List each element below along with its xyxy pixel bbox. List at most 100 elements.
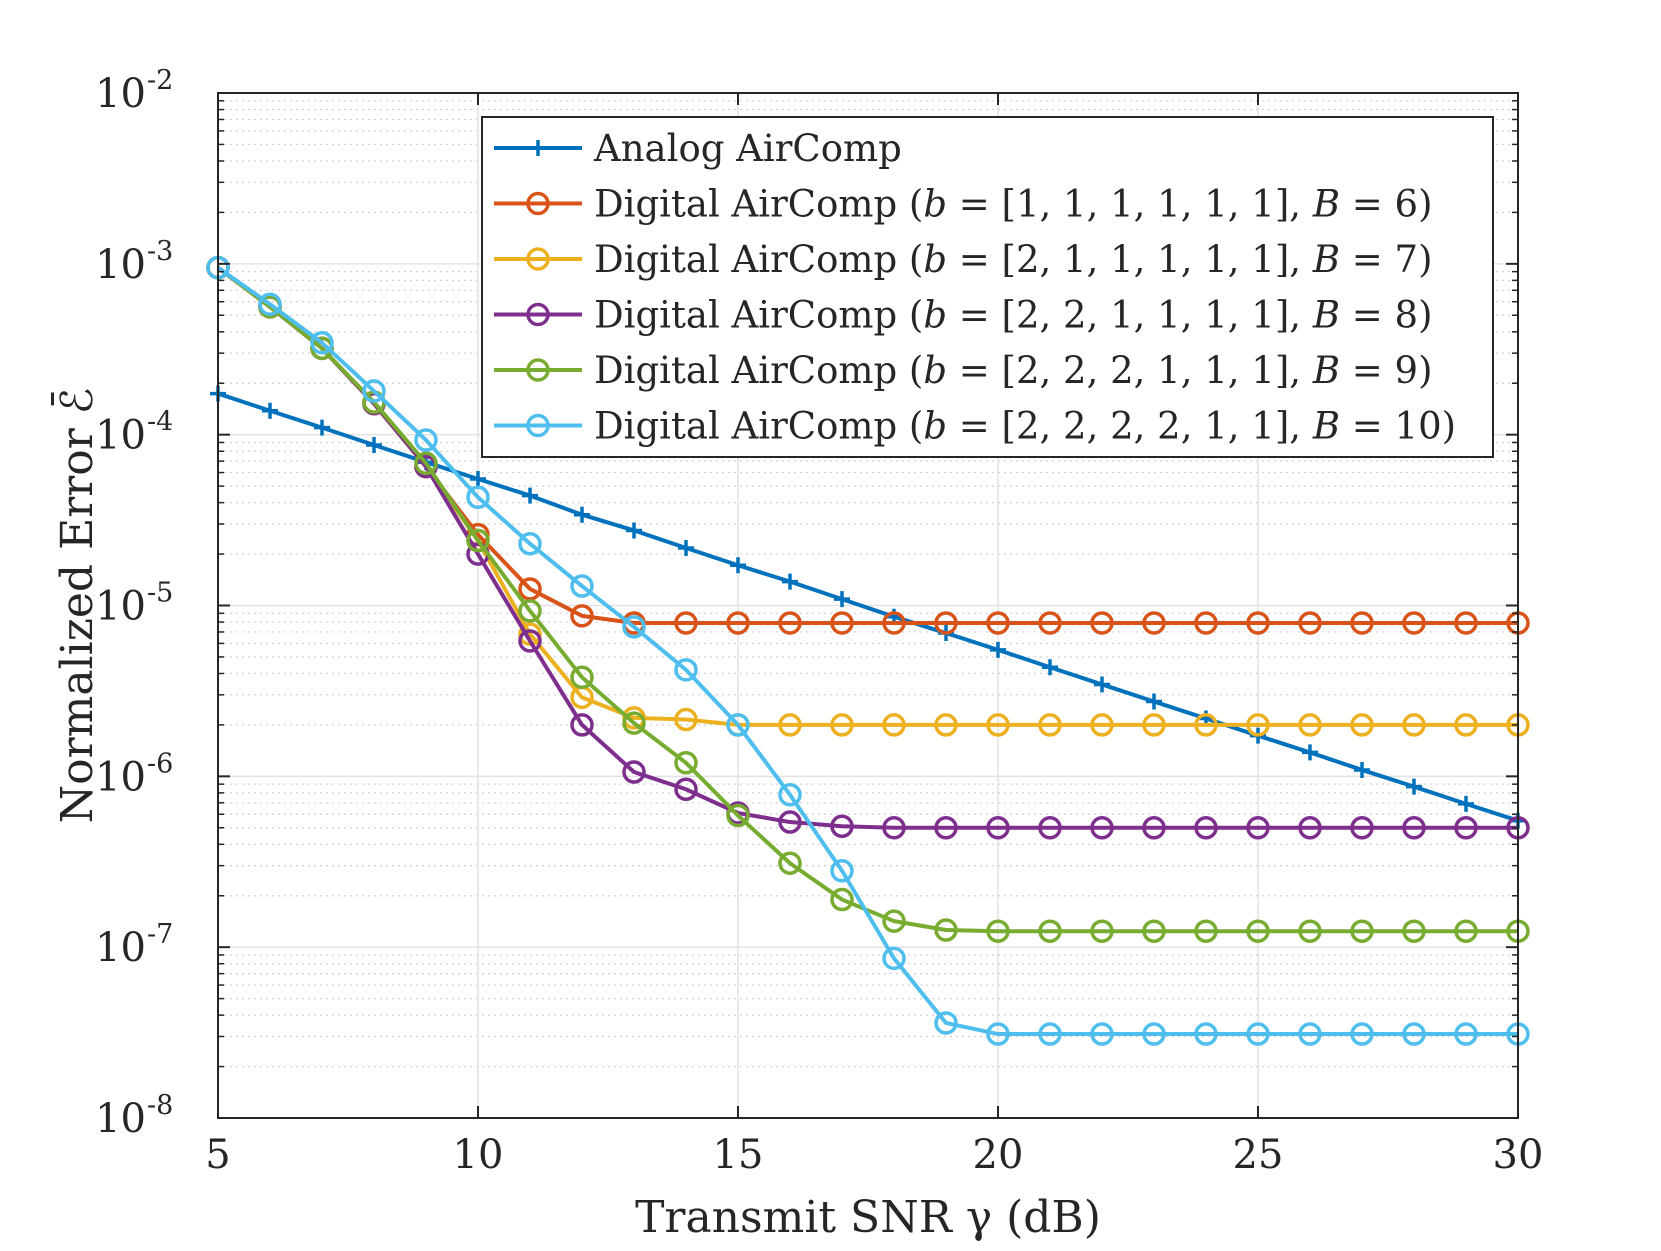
legend-marker [526,358,550,382]
legend-entry-3: Digital AirComp (b = [2, 1, 1, 1, 1, 1],… [494,238,1433,281]
data-point [362,379,386,403]
data-point [1454,919,1478,943]
data-point [986,713,1010,737]
data-point [414,428,438,452]
data-point [934,611,958,635]
data-point [1042,659,1058,676]
y-tick-exponent: -4 [147,407,173,438]
data-point [674,707,698,732]
y-tick-label: 10 [95,925,146,971]
data-point [882,816,906,840]
data-point [1142,816,1166,840]
data-point [1090,611,1114,635]
data-point [882,611,906,635]
data-point [570,574,594,598]
data-point [1350,611,1374,635]
data-point [1194,816,1218,840]
legend-marker [526,302,550,327]
data-point [1246,1022,1270,1046]
y-tick-label: 10 [95,1096,146,1142]
y-tick-label: 10 [95,242,146,288]
data-point [1146,693,1162,710]
data-point [1038,611,1062,635]
data-point [622,760,646,784]
data-point [1350,816,1374,840]
data-point [1142,919,1166,943]
data-point [1194,713,1218,737]
data-point [1454,816,1478,840]
data-point [882,909,906,933]
data-point [626,522,642,539]
data-point [1194,919,1218,943]
data-point [1038,816,1062,840]
x-tick-label: 5 [205,1132,230,1178]
legend-entry-2: Digital AirComp (b = [1, 1, 1, 1, 1, 1],… [494,183,1433,226]
data-point [1194,1022,1218,1046]
data-point [778,611,802,635]
data-point [1298,816,1322,840]
data-point [622,711,646,735]
data-point [518,531,542,556]
data-point [1402,919,1426,943]
legend-label: Digital AirComp (b = [2, 1, 1, 1, 1, 1],… [594,238,1433,281]
data-point [1350,919,1374,943]
data-point [882,713,906,737]
data-point [1454,611,1478,635]
data-point [466,485,490,510]
data-point [674,611,698,635]
data-point [830,611,854,635]
data-point [986,611,1010,635]
axes [217,92,1519,1119]
data-point [1402,1022,1426,1046]
data-point [934,816,958,840]
data-point [934,1011,958,1035]
y-axis-title: Normalized Error ℰ̄ [51,388,103,824]
data-point [1402,713,1426,737]
data-point [1406,778,1422,795]
data-point [1038,1022,1062,1046]
data-point [778,713,802,737]
data-point [518,599,542,623]
data-point [778,783,802,807]
data-point [1298,713,1322,737]
data-point [1402,816,1426,840]
y-tick-exponent: -6 [147,748,173,779]
data-point [366,436,382,453]
data-point [1350,713,1374,737]
data-point [1090,713,1114,737]
legend-label: Digital AirComp (b = [2, 2, 2, 1, 1, 1],… [594,349,1433,392]
y-tick-exponent: -8 [147,1090,173,1121]
y-tick-exponent: -3 [147,236,173,267]
data-point [1090,816,1114,840]
data-point [1038,713,1062,737]
data-point [1090,1022,1114,1046]
data-point [1454,713,1478,737]
data-point [1142,611,1166,635]
data-point [990,641,1006,658]
data-point [518,629,542,653]
data-point [1298,1022,1322,1046]
data-point [1454,1022,1478,1046]
data-point [314,419,330,436]
data-point [1402,611,1426,635]
data-point [310,331,334,355]
data-point [1458,795,1474,812]
data-point [986,816,1010,840]
legend-label: Analog AirComp [593,127,902,170]
x-tick-label: 20 [973,1132,1024,1178]
data-point [1354,761,1370,778]
data-point [1350,1022,1374,1046]
data-point [778,810,802,834]
data-point [470,471,486,488]
legend: Analog AirComp Digital AirComp (b = [1, 1… [481,116,1494,458]
series-group [206,255,1530,1046]
data-point [674,777,698,802]
x-axis-title: Transmit SNR γ (dB) [635,1192,1101,1243]
y-tick-exponent: -2 [147,65,173,96]
data-point [882,946,906,971]
data-point [1090,919,1114,943]
legend-marker [526,413,550,438]
data-point [1298,919,1322,943]
